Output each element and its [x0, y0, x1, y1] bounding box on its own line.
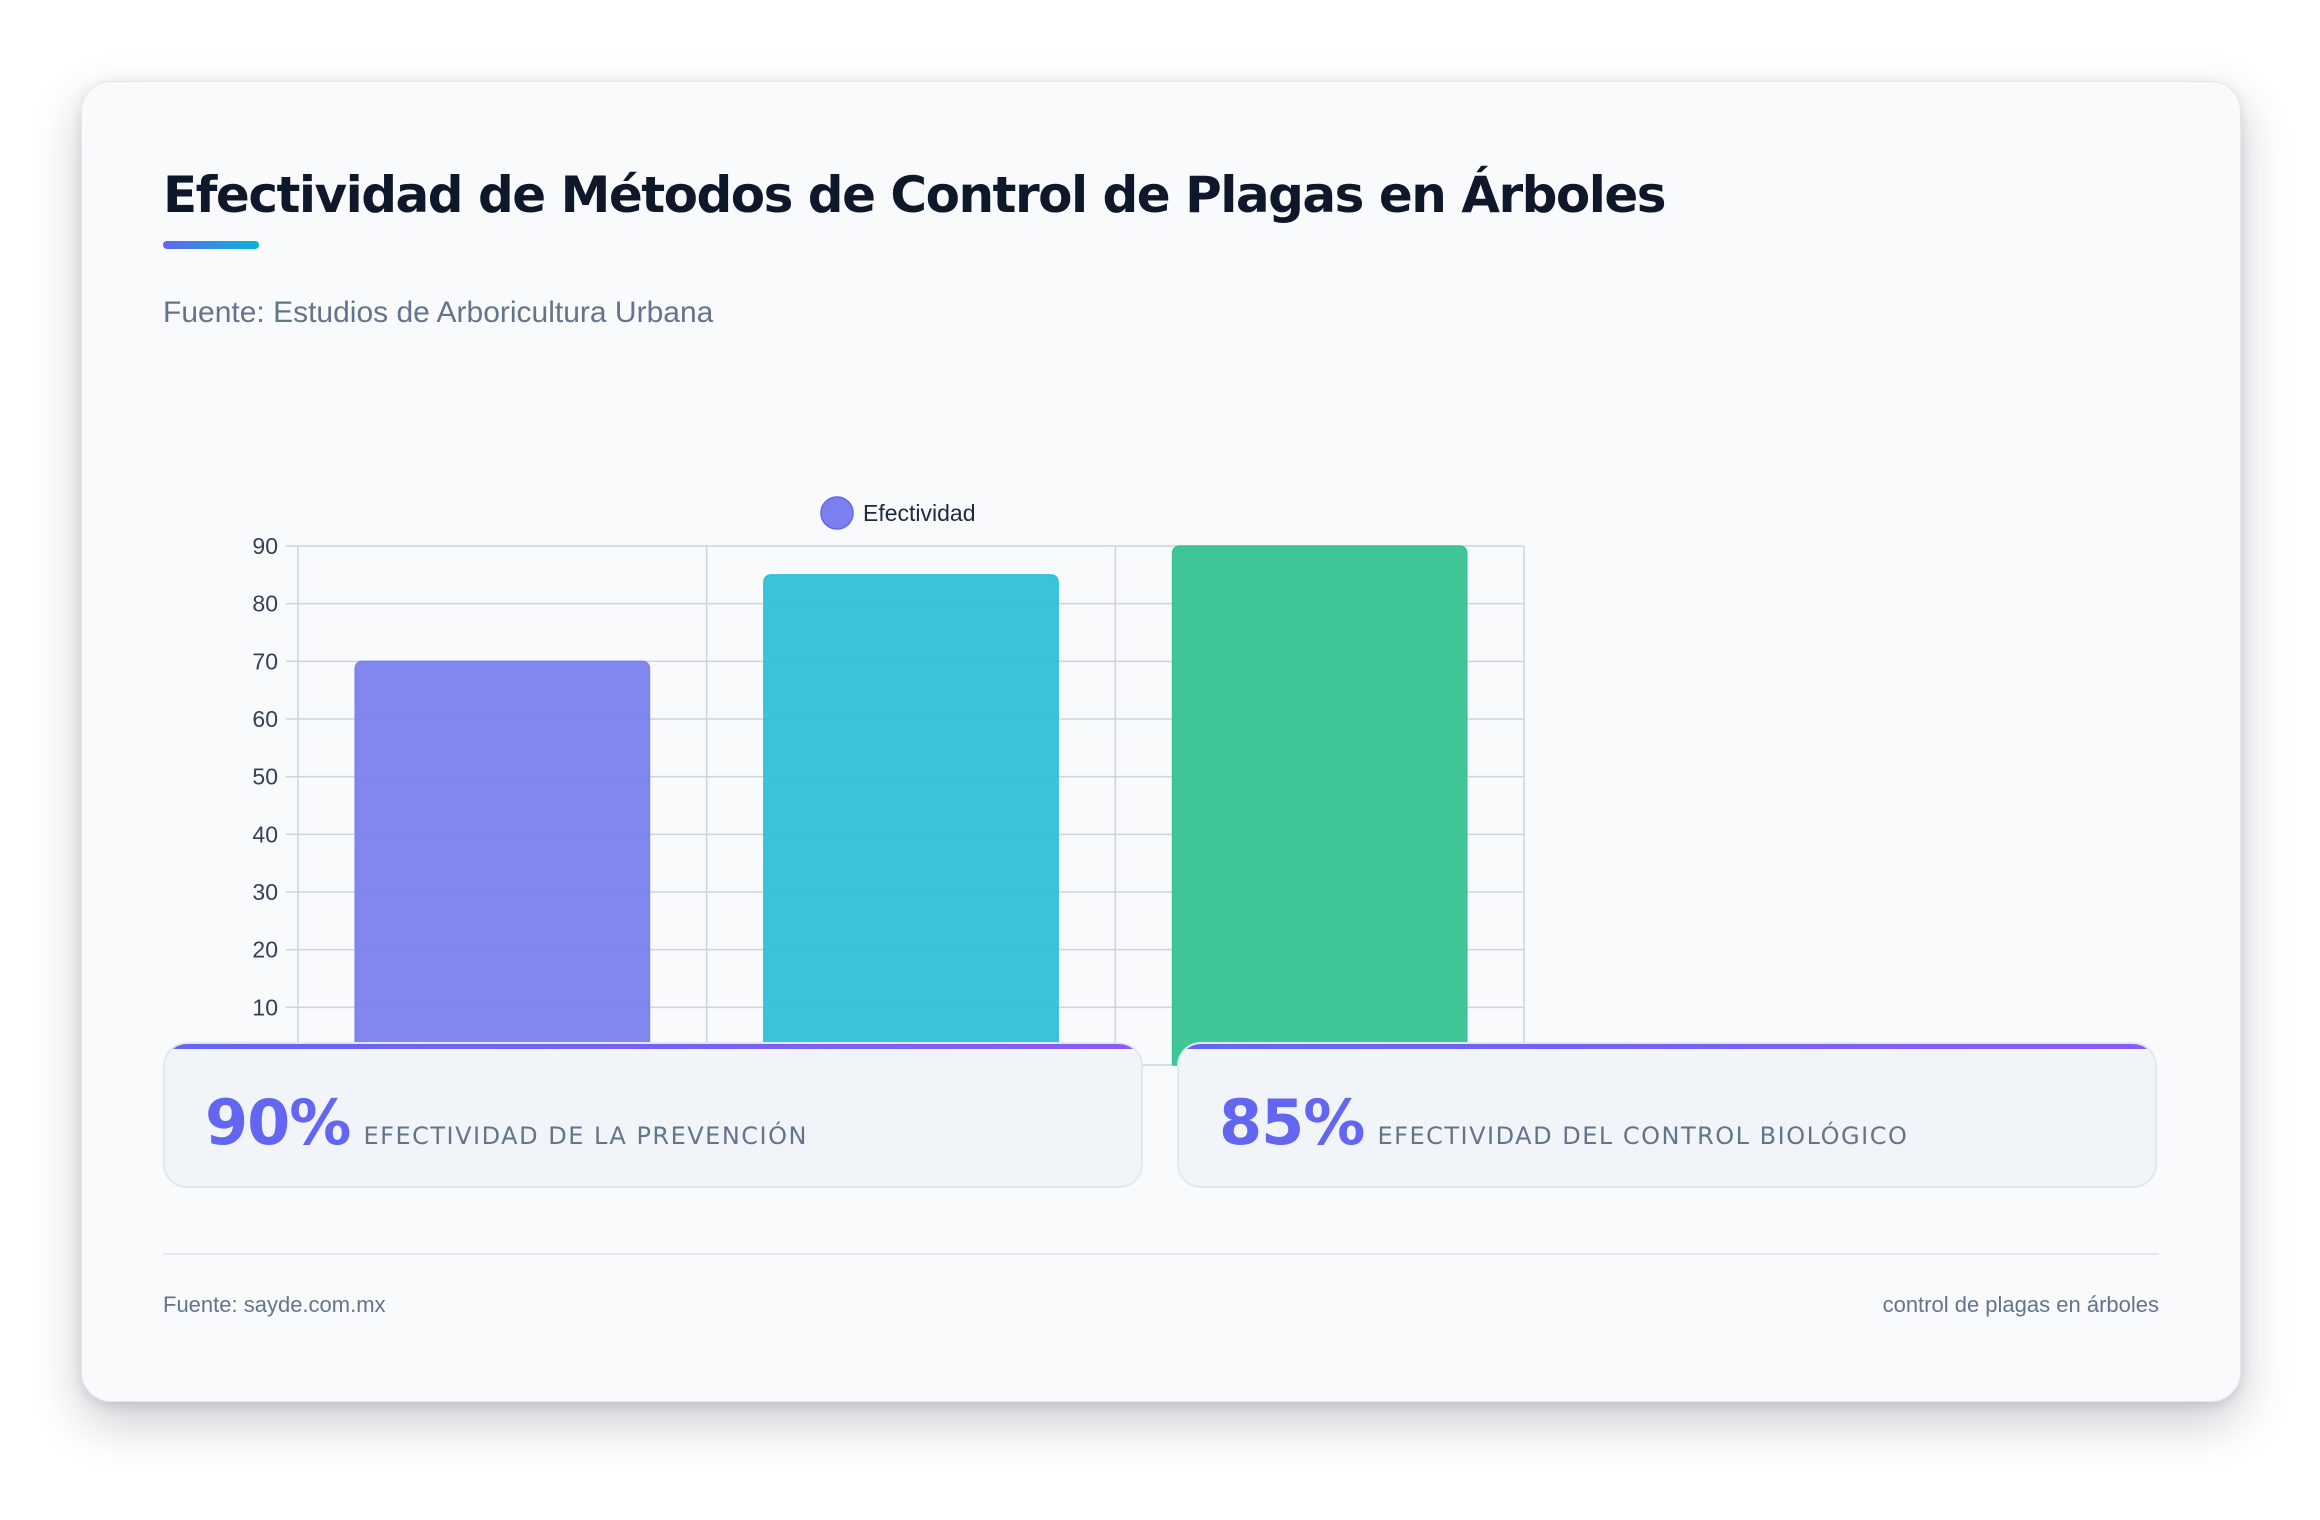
stat-card-prevention: 90% EFECTIVIDAD DE LA PREVENCIÓN [163, 1042, 1143, 1188]
stat-card-biological: 85% EFECTIVIDAD DEL CONTROL BIOLÓGICO [1177, 1042, 2157, 1188]
legend-label: Efectividad [863, 500, 976, 526]
stat-label: EFECTIVIDAD DEL CONTROL BIOLÓGICO [1377, 1122, 1909, 1150]
legend-swatch [820, 496, 854, 530]
stat-value: 85% [1219, 1086, 1365, 1159]
page-title: Efectividad de Métodos de Control de Pla… [163, 166, 1667, 224]
bar-2 [1171, 545, 1468, 1066]
footer-divider [163, 1253, 2159, 1255]
stat-label: EFECTIVIDAD DE LA PREVENCIÓN [363, 1122, 808, 1150]
y-tick-label: 20 [252, 937, 278, 963]
chart-card: Efectividad de Métodos de Control de Pla… [81, 81, 2241, 1402]
bar-1 [763, 574, 1059, 1066]
title-underline [163, 241, 259, 249]
y-tick-label: 60 [252, 706, 278, 732]
y-tick-label: 30 [252, 879, 278, 905]
footer-source: Fuente: sayde.com.mx [163, 1292, 386, 1317]
y-tick-label: 90 [252, 533, 278, 559]
y-tick-label: 10 [252, 994, 278, 1020]
bar-chart: 0102030405060708090Control QuímicoContro… [252, 496, 1525, 1113]
y-tick-label: 50 [252, 764, 278, 790]
bar-0 [354, 660, 651, 1066]
y-tick-label: 80 [252, 591, 278, 617]
stat-value: 90% [205, 1086, 351, 1159]
footer-tag: control de plagas en árboles [1882, 1292, 2159, 1317]
y-tick-label: 40 [252, 821, 278, 847]
y-tick-label: 70 [252, 648, 278, 674]
page-subtitle: Fuente: Estudios de Arboricultura Urbana [163, 296, 714, 329]
